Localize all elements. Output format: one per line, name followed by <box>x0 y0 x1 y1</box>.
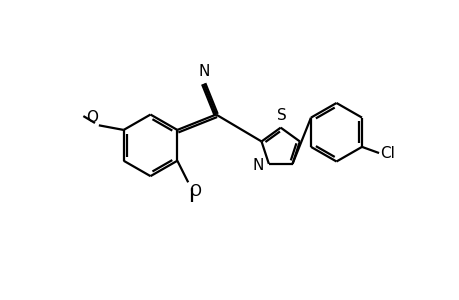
Text: O: O <box>189 184 201 199</box>
Text: S: S <box>276 108 285 123</box>
Text: O: O <box>86 110 98 124</box>
Text: N: N <box>197 64 209 79</box>
Text: Cl: Cl <box>380 146 395 161</box>
Text: N: N <box>252 158 263 173</box>
